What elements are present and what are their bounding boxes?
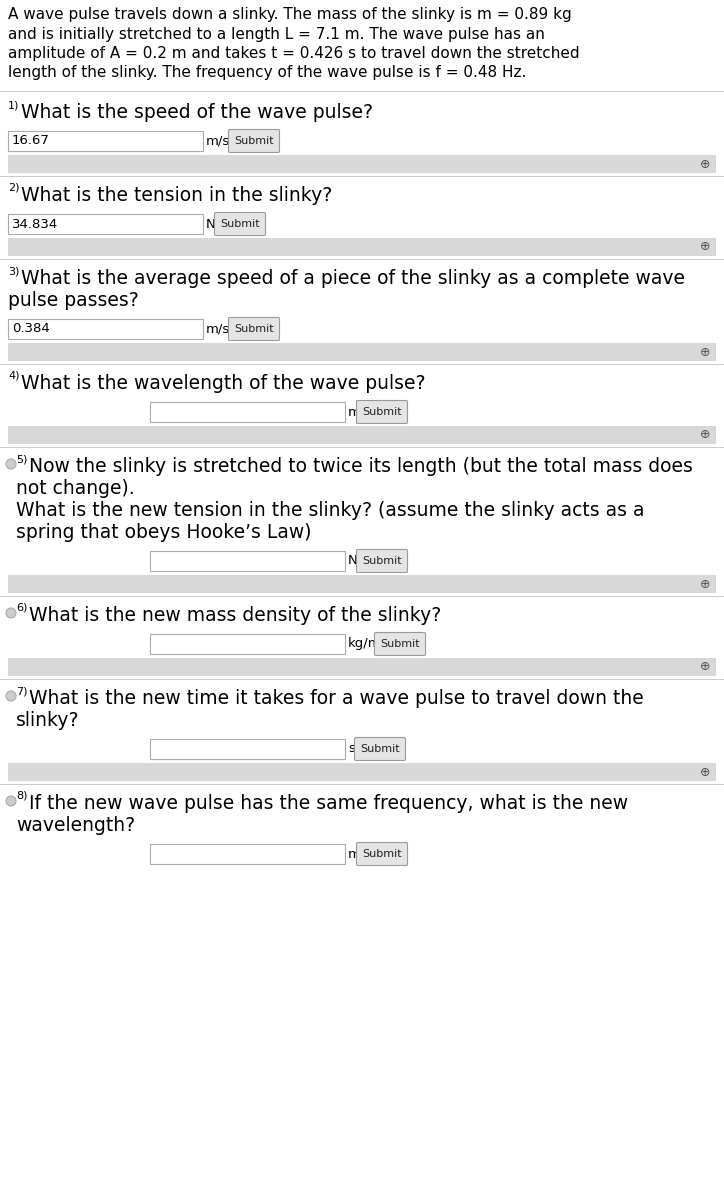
Text: What is the average speed of a piece of the slinky as a complete wave: What is the average speed of a piece of …: [21, 269, 685, 288]
FancyBboxPatch shape: [356, 842, 408, 865]
Text: If the new wave pulse has the same frequency, what is the new: If the new wave pulse has the same frequ…: [29, 794, 628, 814]
Text: What is the new mass density of the slinky?: What is the new mass density of the slin…: [29, 606, 441, 625]
Text: 0.384: 0.384: [12, 323, 50, 336]
Text: ⊕: ⊕: [700, 240, 710, 253]
Text: What is the new time it takes for a wave pulse to travel down the: What is the new time it takes for a wave…: [29, 689, 644, 708]
Text: ⊕: ⊕: [700, 157, 710, 170]
Text: 5): 5): [16, 454, 28, 464]
Text: ⊕: ⊕: [700, 766, 710, 779]
Text: 1): 1): [8, 100, 20, 110]
Text: Submit: Submit: [362, 556, 402, 566]
Text: ⊕: ⊕: [700, 660, 710, 673]
Bar: [150, 402, 345, 422]
Bar: [8, 214, 203, 234]
Text: Now the slinky is stretched to twice its length (but the total mass does: Now the slinky is stretched to twice its…: [29, 457, 693, 476]
Bar: [150, 551, 345, 571]
Text: Submit: Submit: [234, 324, 274, 334]
Text: Submit: Submit: [380, 638, 420, 649]
Text: 16.67: 16.67: [12, 134, 50, 148]
Bar: [150, 739, 345, 758]
Text: ⊕: ⊕: [700, 346, 710, 359]
Text: not change).: not change).: [16, 479, 135, 498]
FancyBboxPatch shape: [214, 212, 266, 235]
Text: spring that obeys Hooke’s Law): spring that obeys Hooke’s Law): [16, 523, 311, 542]
Text: ⊕: ⊕: [700, 577, 710, 590]
Text: 6): 6): [16, 602, 28, 613]
Text: slinky?: slinky?: [16, 710, 80, 730]
Text: What is the wavelength of the wave pulse?: What is the wavelength of the wave pulse…: [21, 374, 426, 392]
Text: pulse passes?: pulse passes?: [8, 290, 139, 310]
Text: and is initially stretched to a length L = 7.1 m. The wave pulse has an: and is initially stretched to a length L…: [8, 26, 545, 42]
Text: Submit: Submit: [234, 136, 274, 146]
Bar: [8, 763, 716, 781]
Text: Submit: Submit: [360, 744, 400, 754]
Bar: [8, 319, 203, 338]
Text: What is the new tension in the slinky? (assume the slinky acts as a: What is the new tension in the slinky? (…: [16, 502, 644, 520]
Text: m/s: m/s: [206, 134, 230, 148]
Text: 3): 3): [8, 266, 20, 276]
Bar: [150, 844, 345, 864]
Text: m/s: m/s: [206, 323, 230, 336]
Circle shape: [6, 458, 16, 469]
Text: 4): 4): [8, 371, 20, 382]
Text: What is the tension in the slinky?: What is the tension in the slinky?: [21, 186, 332, 205]
Bar: [150, 634, 345, 654]
Bar: [8, 575, 716, 593]
Circle shape: [6, 796, 16, 806]
Text: Submit: Submit: [220, 218, 260, 229]
FancyBboxPatch shape: [374, 632, 426, 655]
Text: N: N: [206, 217, 216, 230]
Text: m: m: [348, 847, 361, 860]
Bar: [8, 426, 716, 444]
Bar: [8, 155, 716, 173]
Bar: [8, 343, 716, 361]
FancyBboxPatch shape: [356, 401, 408, 424]
Text: 34.834: 34.834: [12, 217, 58, 230]
Text: amplitude of A = 0.2 m and takes t = 0.426 s to travel down the stretched: amplitude of A = 0.2 m and takes t = 0.4…: [8, 46, 580, 61]
Bar: [8, 238, 716, 256]
Text: length of the slinky. The frequency of the wave pulse is f = 0.48 Hz.: length of the slinky. The frequency of t…: [8, 66, 526, 80]
Text: Submit: Submit: [362, 850, 402, 859]
Text: Submit: Submit: [362, 407, 402, 416]
Text: 7): 7): [16, 686, 28, 696]
Bar: [8, 131, 203, 151]
Circle shape: [6, 608, 16, 618]
Bar: [8, 658, 716, 676]
FancyBboxPatch shape: [355, 738, 405, 761]
Text: 8): 8): [16, 791, 28, 802]
Text: What is the speed of the wave pulse?: What is the speed of the wave pulse?: [21, 103, 373, 122]
Text: ⊕: ⊕: [700, 428, 710, 442]
Text: kg/m: kg/m: [348, 637, 382, 650]
FancyBboxPatch shape: [356, 550, 408, 572]
Text: wavelength?: wavelength?: [16, 816, 135, 835]
FancyBboxPatch shape: [229, 318, 279, 341]
Circle shape: [6, 691, 16, 701]
Text: 2): 2): [8, 182, 20, 193]
Text: s: s: [348, 743, 355, 756]
Text: A wave pulse travels down a slinky. The mass of the slinky is m = 0.89 kg: A wave pulse travels down a slinky. The …: [8, 7, 572, 22]
Text: N: N: [348, 554, 358, 568]
FancyBboxPatch shape: [229, 130, 279, 152]
Text: m: m: [348, 406, 361, 419]
